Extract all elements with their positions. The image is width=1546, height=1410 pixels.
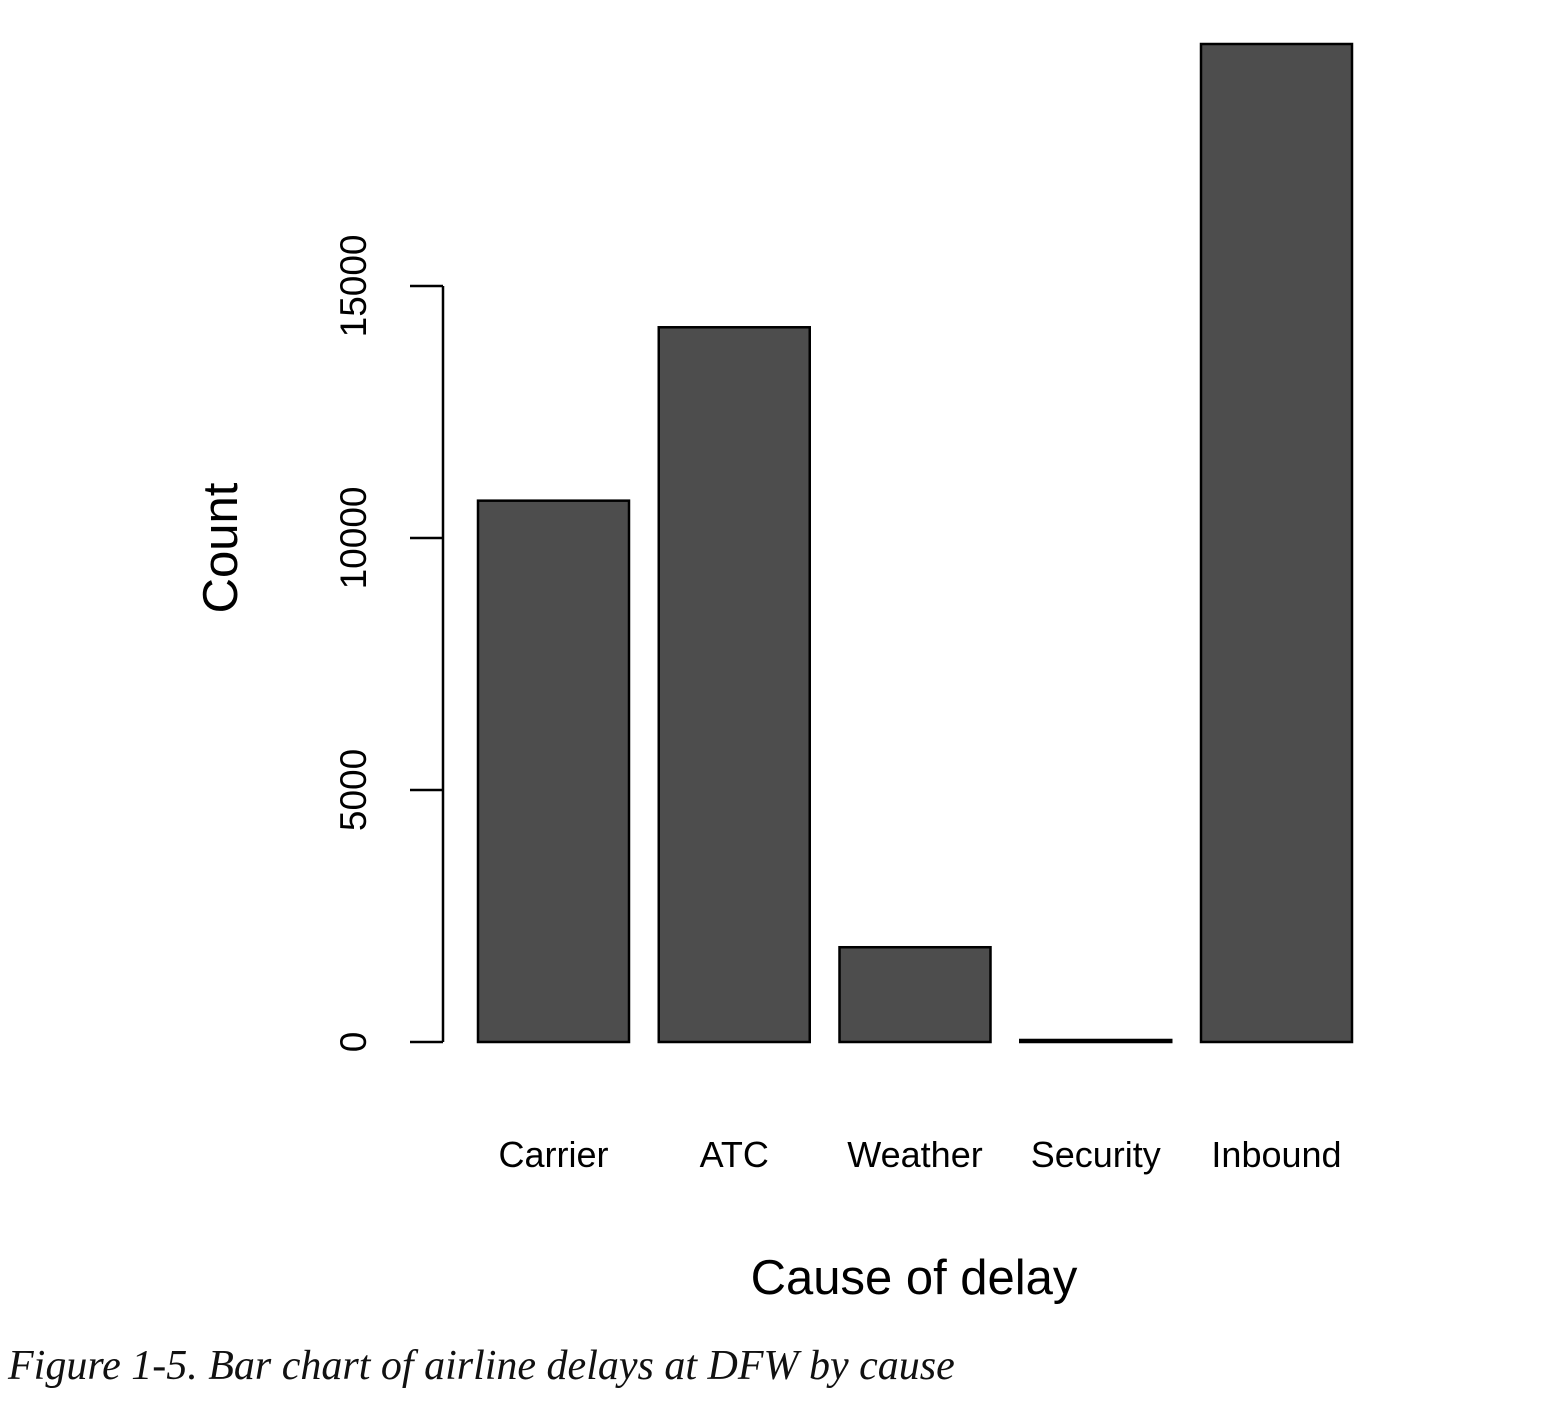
x-category-label: Weather [847, 1134, 982, 1175]
bar-atc [657, 326, 811, 1044]
x-category-label: Security [1031, 1134, 1161, 1175]
y-axis-title: Count [194, 482, 248, 613]
y-tick-label: 10000 [333, 487, 374, 590]
bar-inbound [1199, 42, 1354, 1044]
x-category-label: ATC [700, 1134, 769, 1175]
y-axis: 0 5000 10000 15000 [333, 234, 445, 1053]
y-tick-label: 5000 [333, 749, 374, 831]
x-category-label: Carrier [498, 1134, 608, 1175]
y-tick-label: 15000 [333, 234, 374, 337]
bar-weather [838, 945, 992, 1044]
x-axis-title: Cause of delay [751, 1251, 1078, 1305]
bar-security [1019, 1038, 1173, 1044]
bars-group [476, 42, 1354, 1044]
x-axis-category-labels: Carrier ATC Weather Security Inbound [498, 1134, 1341, 1175]
x-category-label: Inbound [1211, 1134, 1341, 1175]
figure-caption: Figure 1-5. Bar chart of airline delays … [8, 1343, 955, 1389]
y-tick-label: 0 [333, 1032, 374, 1053]
bar-carrier [476, 499, 631, 1044]
